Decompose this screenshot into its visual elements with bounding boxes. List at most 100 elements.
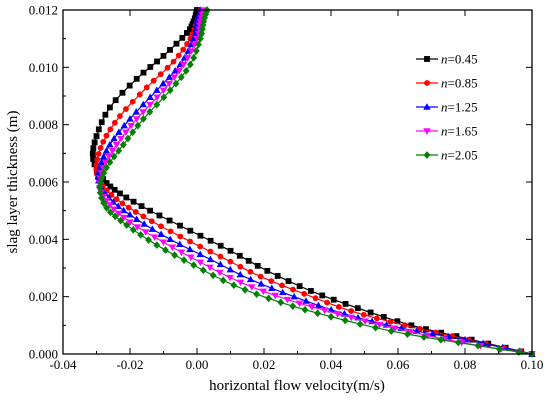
series-n4: [96, 6, 536, 358]
data-point: [236, 279, 245, 287]
data-point: [103, 163, 110, 172]
data-point: [159, 239, 168, 247]
data-point: [177, 249, 186, 257]
data-point: [132, 208, 139, 215]
x-tick-label: 0.02: [253, 357, 276, 372]
data-point: [390, 325, 399, 333]
legend-value: =0.85: [448, 76, 478, 91]
data-point: [139, 100, 147, 108]
data-point: [387, 327, 395, 335]
data-point: [257, 280, 265, 287]
data-point: [150, 234, 159, 241]
data-point: [324, 299, 330, 306]
legend-value: =1.25: [448, 100, 478, 115]
data-point: [248, 284, 256, 291]
data-point: [110, 206, 118, 213]
data-point: [216, 269, 224, 277]
data-point: [126, 82, 133, 89]
legend-prefix: n: [441, 52, 448, 67]
x-tick-label: 0.08: [454, 357, 477, 372]
data-point: [111, 186, 118, 193]
data-point: [103, 203, 110, 212]
data-point: [408, 322, 415, 329]
data-point: [259, 288, 268, 296]
legend-value: =0.45: [448, 52, 478, 67]
data-point: [156, 212, 163, 219]
legend-marker: [423, 128, 431, 135]
data-point: [162, 246, 169, 254]
data-point: [515, 348, 523, 356]
data-point: [115, 146, 123, 155]
data-point: [217, 253, 224, 260]
data-point: [106, 158, 114, 167]
data-point: [159, 87, 168, 95]
data-point: [99, 152, 108, 160]
data-point: [183, 55, 192, 62]
data-point: [360, 311, 367, 318]
data-point: [290, 292, 298, 300]
legend-value: =1.65: [448, 124, 478, 139]
series-n1: [93, 7, 535, 357]
legend-label: n=1.25: [441, 100, 478, 115]
data-point: [209, 271, 217, 280]
data-point: [96, 188, 104, 197]
data-point: [157, 230, 165, 237]
data-point: [102, 146, 111, 154]
data-point: [113, 196, 120, 203]
data-point: [277, 298, 285, 307]
data-point: [111, 119, 118, 126]
data-point: [158, 223, 164, 230]
legend-item: n=1.65: [416, 124, 478, 139]
data-point: [171, 67, 179, 74]
data-point: [107, 183, 114, 190]
data-point: [95, 150, 102, 157]
data-point: [195, 40, 202, 49]
series-n2: [94, 6, 536, 357]
data-point: [112, 97, 119, 104]
data-point: [107, 126, 114, 133]
data-point: [117, 113, 123, 119]
data-point: [186, 60, 194, 69]
data-point: [177, 233, 184, 240]
data-point: [170, 58, 177, 65]
data-point: [132, 215, 141, 222]
data-point: [401, 322, 408, 329]
data-point: [145, 236, 152, 244]
data-point: [160, 93, 168, 102]
data-point: [133, 75, 140, 82]
data-point: [126, 115, 134, 122]
data-point: [97, 158, 106, 166]
data-point: [420, 333, 428, 341]
data-point: [367, 309, 374, 316]
data-point: [196, 259, 205, 267]
data-point: [106, 140, 114, 148]
data-point: [199, 266, 207, 275]
data-point: [115, 128, 123, 135]
data-point: [341, 316, 349, 325]
data-point: [132, 108, 141, 115]
legend-label: n=2.05: [441, 148, 478, 163]
data-point: [301, 305, 309, 314]
data-point: [177, 222, 183, 229]
data-point: [187, 254, 195, 262]
data-point: [150, 77, 157, 84]
data-point: [108, 148, 117, 155]
legend-marker: [424, 80, 430, 86]
data-point: [123, 194, 130, 201]
data-point: [120, 214, 128, 222]
data-point: [197, 243, 204, 250]
data-point: [380, 314, 387, 320]
data-point: [230, 281, 238, 290]
data-point: [175, 52, 182, 59]
data-point: [437, 335, 445, 344]
y-axis-title: slag layer thickness (m): [5, 111, 21, 254]
data-point: [168, 244, 177, 252]
data-point: [361, 318, 369, 325]
data-point: [126, 219, 134, 226]
data-point: [102, 111, 109, 118]
data-point: [207, 237, 214, 244]
data-point: [147, 64, 154, 70]
data-point: [237, 263, 244, 270]
data-point: [216, 260, 225, 268]
data-point: [319, 292, 326, 299]
